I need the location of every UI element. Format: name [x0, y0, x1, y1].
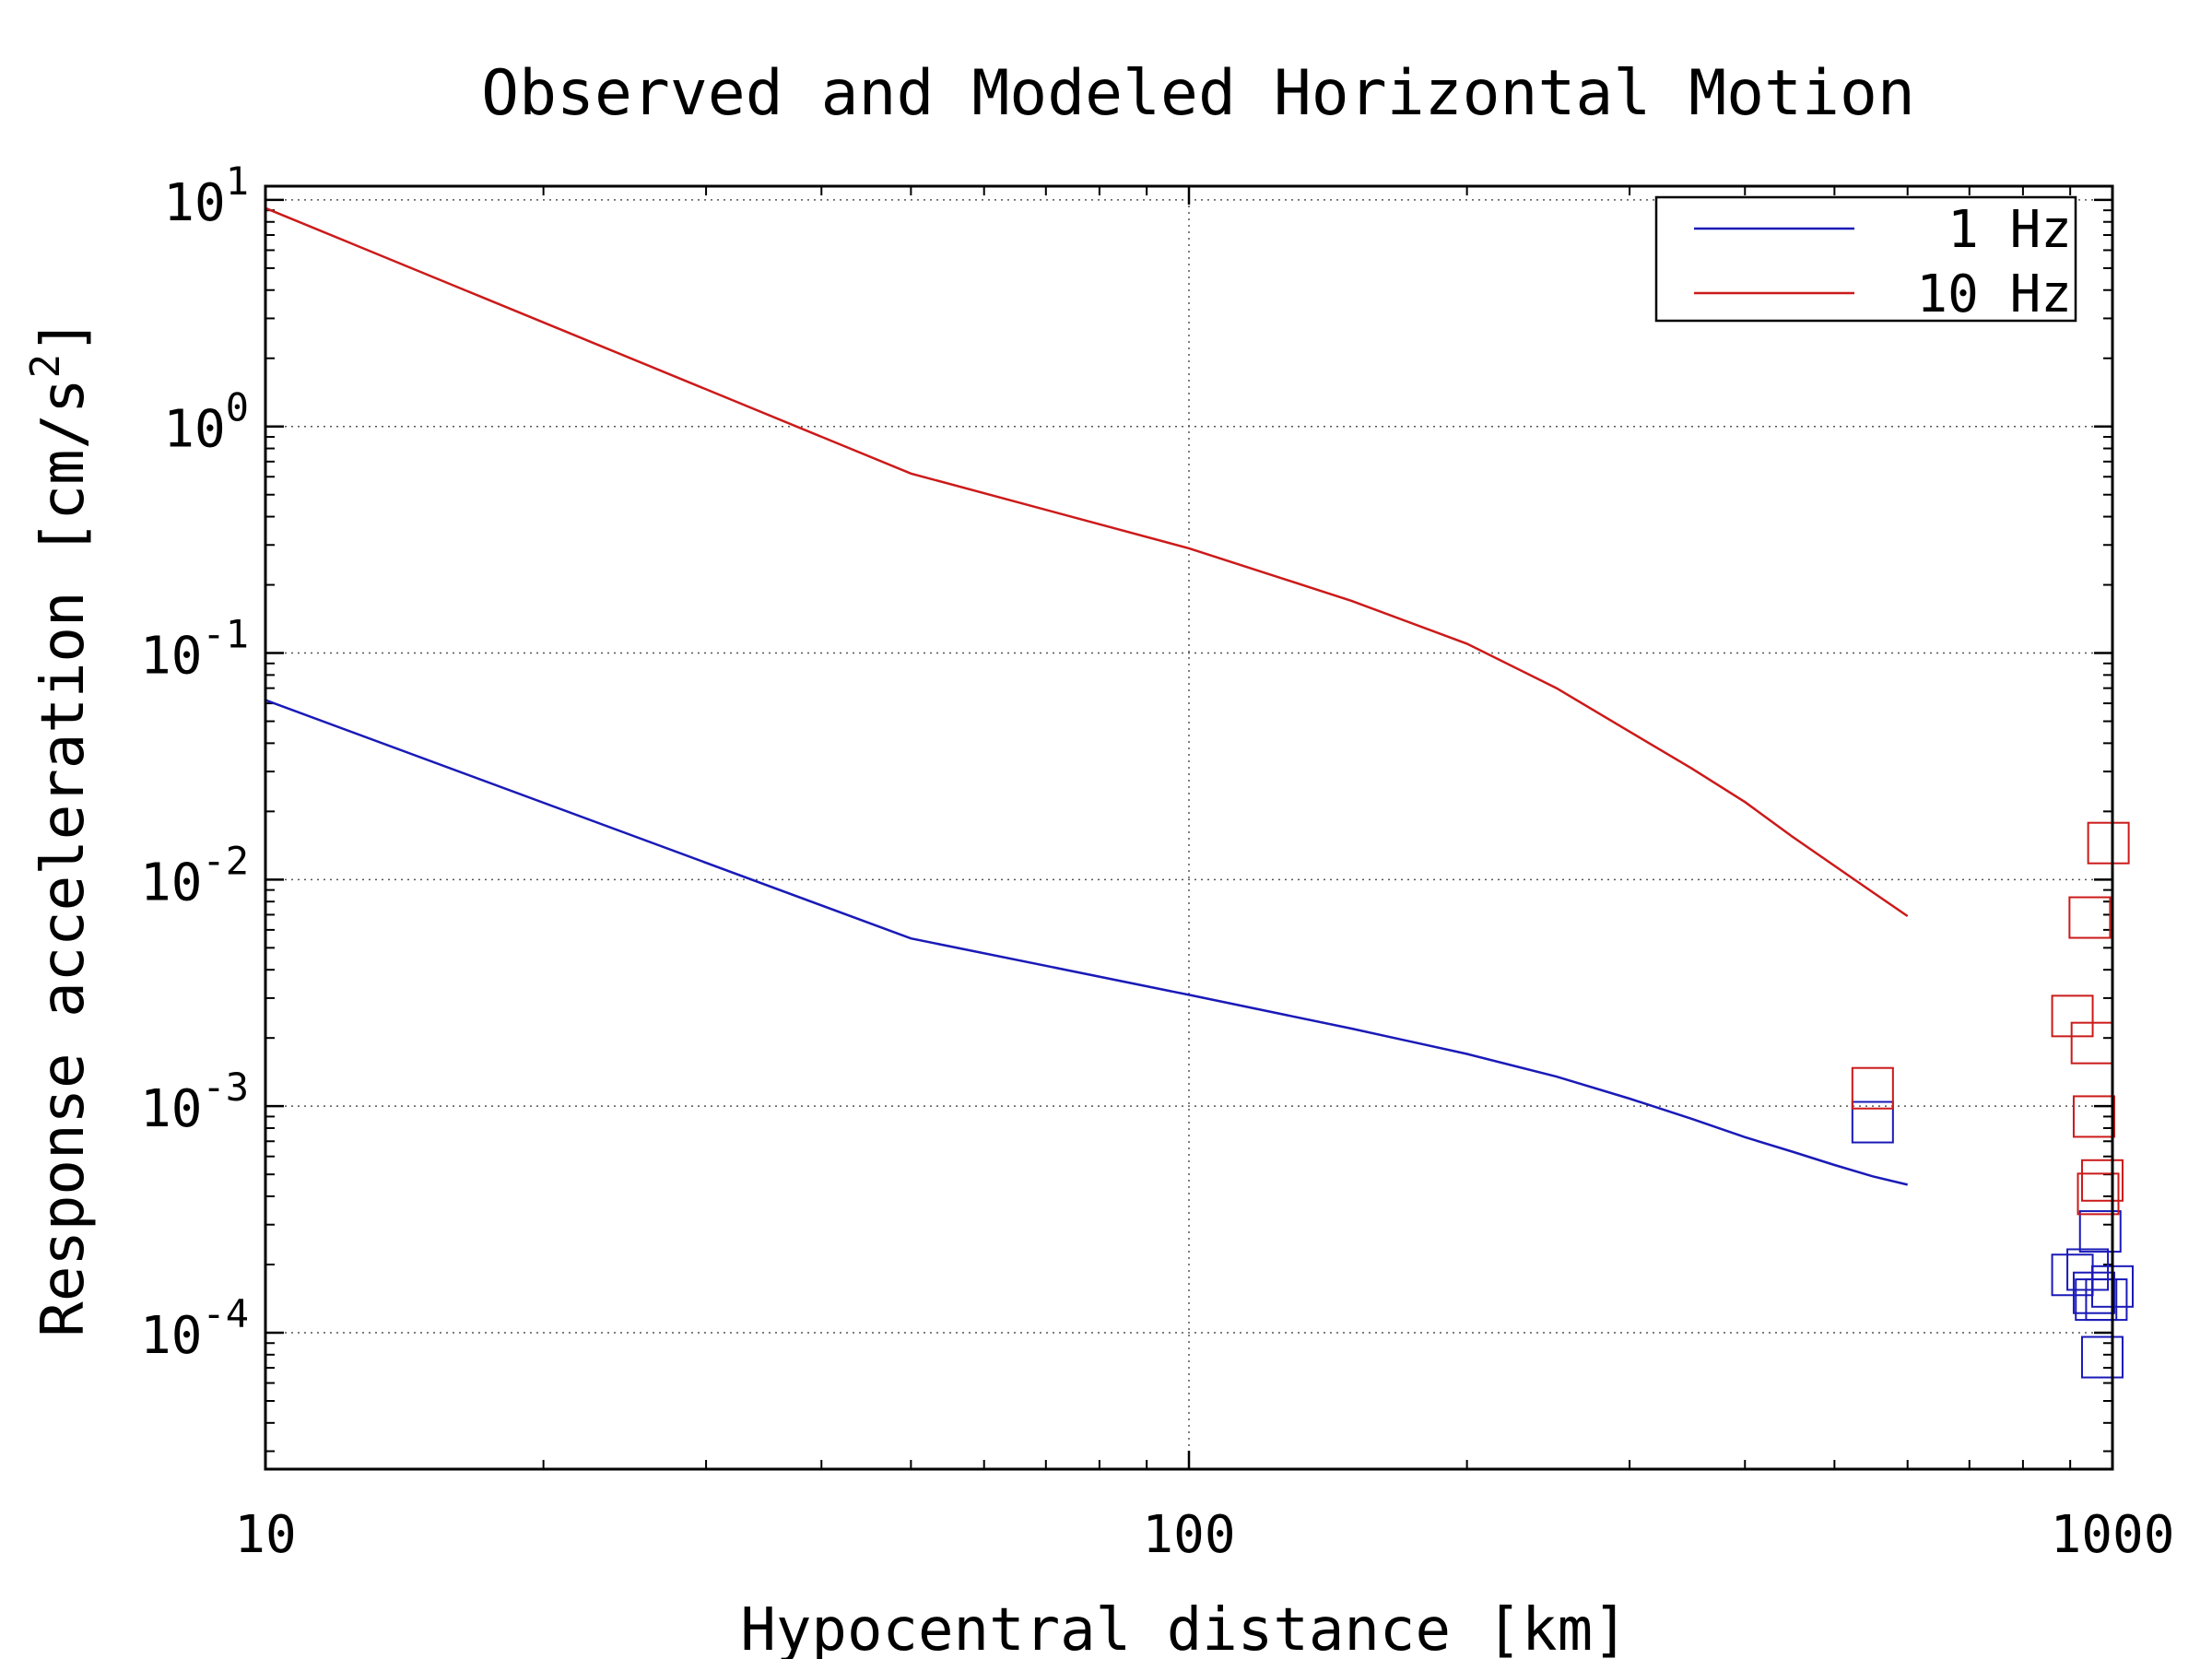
observed-marker — [2085, 1278, 2128, 1322]
y-tick-exponent: 0 — [226, 385, 249, 430]
observed-marker — [2066, 1248, 2110, 1291]
y-tick-exponent: -3 — [202, 1065, 249, 1110]
observed-marker — [2077, 1172, 2120, 1216]
x-tick-label: 10 — [234, 1505, 296, 1565]
y-tick-base: 10 — [163, 400, 225, 460]
y-tick-exponent: -1 — [202, 612, 249, 657]
y-tick-exponent: 1 — [226, 159, 249, 204]
plot-area — [265, 206, 2134, 1379]
y-tick-label: 101 — [163, 159, 249, 233]
axis-ticks — [264, 186, 2114, 1469]
observed-marker — [2080, 1335, 2124, 1379]
x-tick-label: 1000 — [2051, 1505, 2175, 1565]
plot-frame — [264, 184, 2114, 1471]
y-tick-label: 100 — [163, 385, 249, 460]
observed-marker — [2068, 896, 2112, 939]
observed-marker — [1851, 1066, 1894, 1110]
grid-lines — [265, 186, 2112, 1469]
series-line-1-hz — [265, 699, 1908, 1186]
y-tick-base: 10 — [140, 627, 202, 687]
observed-marker — [2072, 1271, 2115, 1314]
x-tick-labels: 10 100 1000 — [234, 1505, 2174, 1565]
y-tick-label: 10-4 — [140, 1291, 249, 1366]
x-tick-label: 100 — [1142, 1505, 1235, 1565]
observed-marker — [2087, 821, 2130, 865]
y-axis-label-main: Response acceleration [cm/s — [29, 378, 98, 1336]
legend-label: 1 Hz — [1947, 200, 2072, 260]
chart-title: Observed and Modeled Horizontal Motion — [481, 57, 1915, 130]
y-tick-label: 10-3 — [140, 1065, 249, 1139]
legend-box — [1654, 195, 2077, 323]
observed-marker — [2080, 1159, 2124, 1202]
y-tick-base: 10 — [140, 1079, 202, 1139]
y-tick-label: 10-2 — [140, 838, 249, 912]
observed-marker — [2078, 1210, 2122, 1253]
y-tick-base: 10 — [163, 173, 225, 233]
y-tick-exponent: -2 — [202, 838, 249, 883]
y-axis-label-end: ] — [29, 318, 98, 354]
observed-marker — [1851, 1100, 1894, 1144]
y-tick-base: 10 — [140, 1306, 202, 1366]
legend-label: 10 Hz — [1916, 265, 2072, 324]
y-tick-exponent: -4 — [202, 1291, 249, 1336]
y-tick-base: 10 — [140, 853, 202, 912]
x-axis-label: Hypocentral distance [km] — [740, 1596, 1628, 1659]
y-axis-label: Response acceleration [cm/s2] — [22, 318, 98, 1336]
y-tick-label: 10-1 — [140, 612, 249, 687]
series-line-10-hz — [265, 206, 1909, 918]
observed-marker — [2072, 1095, 2115, 1138]
y-axis-label-sup: 2 — [22, 354, 69, 379]
